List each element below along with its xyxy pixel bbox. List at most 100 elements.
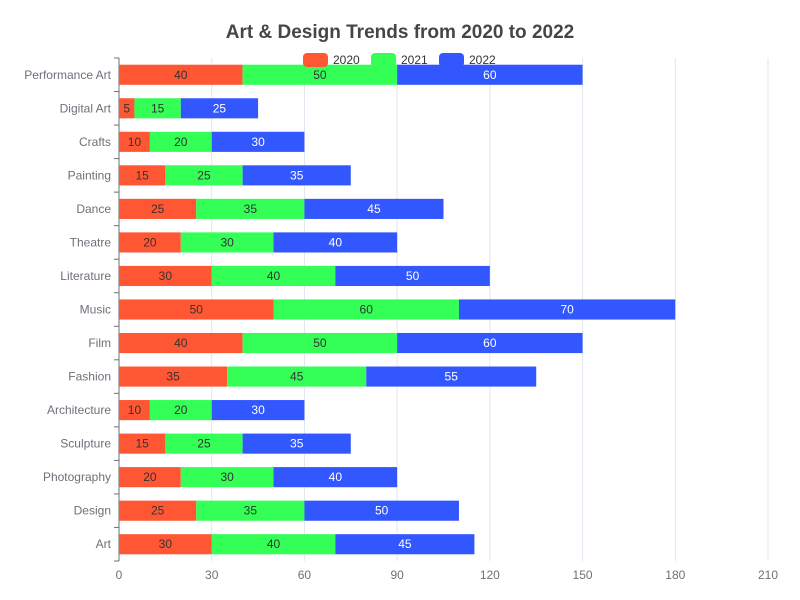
bar-value-label: 50: [313, 68, 327, 82]
y-tick-label: Photography: [43, 470, 111, 484]
bar-segment: [119, 64, 243, 85]
y-tick-label: Crafts: [79, 135, 111, 149]
bar-segment: [119, 467, 181, 488]
bar-value-label: 40: [329, 235, 343, 249]
legend-swatch: [439, 53, 464, 67]
y-tick-label: Music: [80, 303, 111, 317]
x-tick-label: 90: [390, 568, 404, 582]
y-tick-label: Dance: [76, 202, 111, 216]
bar-segment: [335, 534, 475, 555]
bar-segment: [119, 433, 166, 454]
x-tick-label: 60: [298, 568, 312, 582]
bar-value-label: 45: [290, 370, 304, 384]
bar-value-label: 35: [166, 370, 180, 384]
bar-value-label: 25: [197, 437, 211, 451]
bar-segment: [165, 165, 243, 186]
bar-segment: [119, 500, 197, 521]
y-tick-label: Sculpture: [60, 437, 111, 451]
x-tick-label: 0: [116, 568, 123, 582]
bar-value-label: 40: [267, 269, 281, 283]
bar-segment: [119, 400, 150, 421]
bar-value-label: 35: [244, 504, 258, 518]
bar-segment: [119, 131, 150, 152]
bar-segment: [335, 265, 490, 287]
y-tick-label: Digital Art: [60, 101, 112, 115]
y-tick-label: Performance Art: [24, 68, 111, 82]
bar-segment: [119, 534, 212, 555]
bar-value-label: 15: [135, 168, 149, 182]
bar-value-label: 70: [560, 303, 574, 317]
bar-value-label: 50: [190, 303, 204, 317]
bar-segment: [242, 332, 398, 354]
bar-segment: [273, 467, 398, 488]
bar-segment: [242, 64, 398, 85]
bar-value-label: 20: [143, 235, 157, 249]
bar-value-label: 45: [398, 537, 412, 551]
bar-value-label: 10: [128, 135, 142, 149]
bar-segment: [397, 64, 583, 85]
y-tick-label: Theatre: [70, 235, 112, 249]
bar-value-label: 25: [197, 168, 211, 182]
bar-value-label: 15: [151, 101, 165, 115]
bar-segment: [119, 265, 212, 287]
bar-segment: [211, 131, 305, 152]
y-tick-label: Fashion: [68, 370, 111, 384]
bar-value-label: 40: [174, 336, 188, 350]
bar-segment: [180, 467, 274, 488]
bar-segment: [196, 500, 305, 521]
bar-segment: [180, 98, 259, 119]
x-tick-label: 30: [205, 568, 219, 582]
bar-segment: [180, 232, 274, 253]
bar-segment: [304, 500, 459, 521]
chart-title: Art & Design Trends from 2020 to 2022: [226, 22, 574, 43]
legend-swatch: [303, 53, 328, 67]
bar-segment: [119, 366, 228, 387]
bar-segment: [458, 299, 676, 320]
bar-segment: [304, 198, 444, 219]
y-tick-label: Architecture: [47, 403, 111, 417]
bar-segment: [165, 433, 243, 454]
bar-value-label: 50: [313, 336, 327, 350]
legend-item[interactable]: 2020: [303, 53, 360, 67]
legend-label: 2020: [333, 53, 360, 67]
bar-segment: [119, 232, 181, 253]
x-tick-label: 120: [480, 568, 500, 582]
legend-swatch: [371, 53, 396, 67]
x-tick-label: 210: [758, 568, 778, 582]
y-tick-label: Painting: [68, 168, 111, 182]
bar-value-label: 15: [135, 437, 149, 451]
bar-value-label: 60: [360, 303, 374, 317]
legend-item[interactable]: 2021: [371, 53, 428, 67]
y-tick-label: Film: [88, 336, 111, 350]
bars: 30 40 45 25 35 50 20 30 40 15 25 35 10 20 30 35 45 55 40 50…: [119, 64, 676, 555]
bar-value-label: 5: [123, 101, 130, 115]
bar-value-label: 20: [174, 135, 188, 149]
legend: 2020 2021 2022: [303, 53, 496, 67]
y-tick-label: Design: [74, 504, 111, 518]
bar-value-label: 10: [128, 403, 142, 417]
bar-segment: [119, 299, 274, 320]
legend-label: 2022: [469, 53, 496, 67]
bar-value-label: 25: [151, 504, 165, 518]
bar-value-label: 55: [445, 370, 459, 384]
bar-segment: [242, 165, 351, 186]
x-tick-label: 180: [665, 568, 685, 582]
bar-value-label: 60: [483, 336, 497, 350]
bar-segment: [273, 232, 398, 253]
bar-value-label: 30: [159, 269, 173, 283]
bar-value-label: 50: [406, 269, 420, 283]
bar-segment: [211, 265, 336, 287]
legend-item[interactable]: 2022: [439, 53, 496, 67]
bar-value-label: 35: [244, 202, 258, 216]
bar-value-label: 60: [483, 68, 497, 82]
bar-value-label: 35: [290, 168, 304, 182]
axes: 0 30 60 90 120 150 180 210 Art Design Photography S…: [24, 57, 778, 582]
bar-segment: [211, 400, 305, 421]
bar-value-label: 35: [290, 437, 304, 451]
bar-value-label: 30: [220, 235, 234, 249]
bar-value-label: 30: [159, 537, 173, 551]
bar-value-label: 50: [375, 504, 389, 518]
bar-value-label: 30: [251, 135, 265, 149]
bar-segment: [119, 98, 135, 119]
